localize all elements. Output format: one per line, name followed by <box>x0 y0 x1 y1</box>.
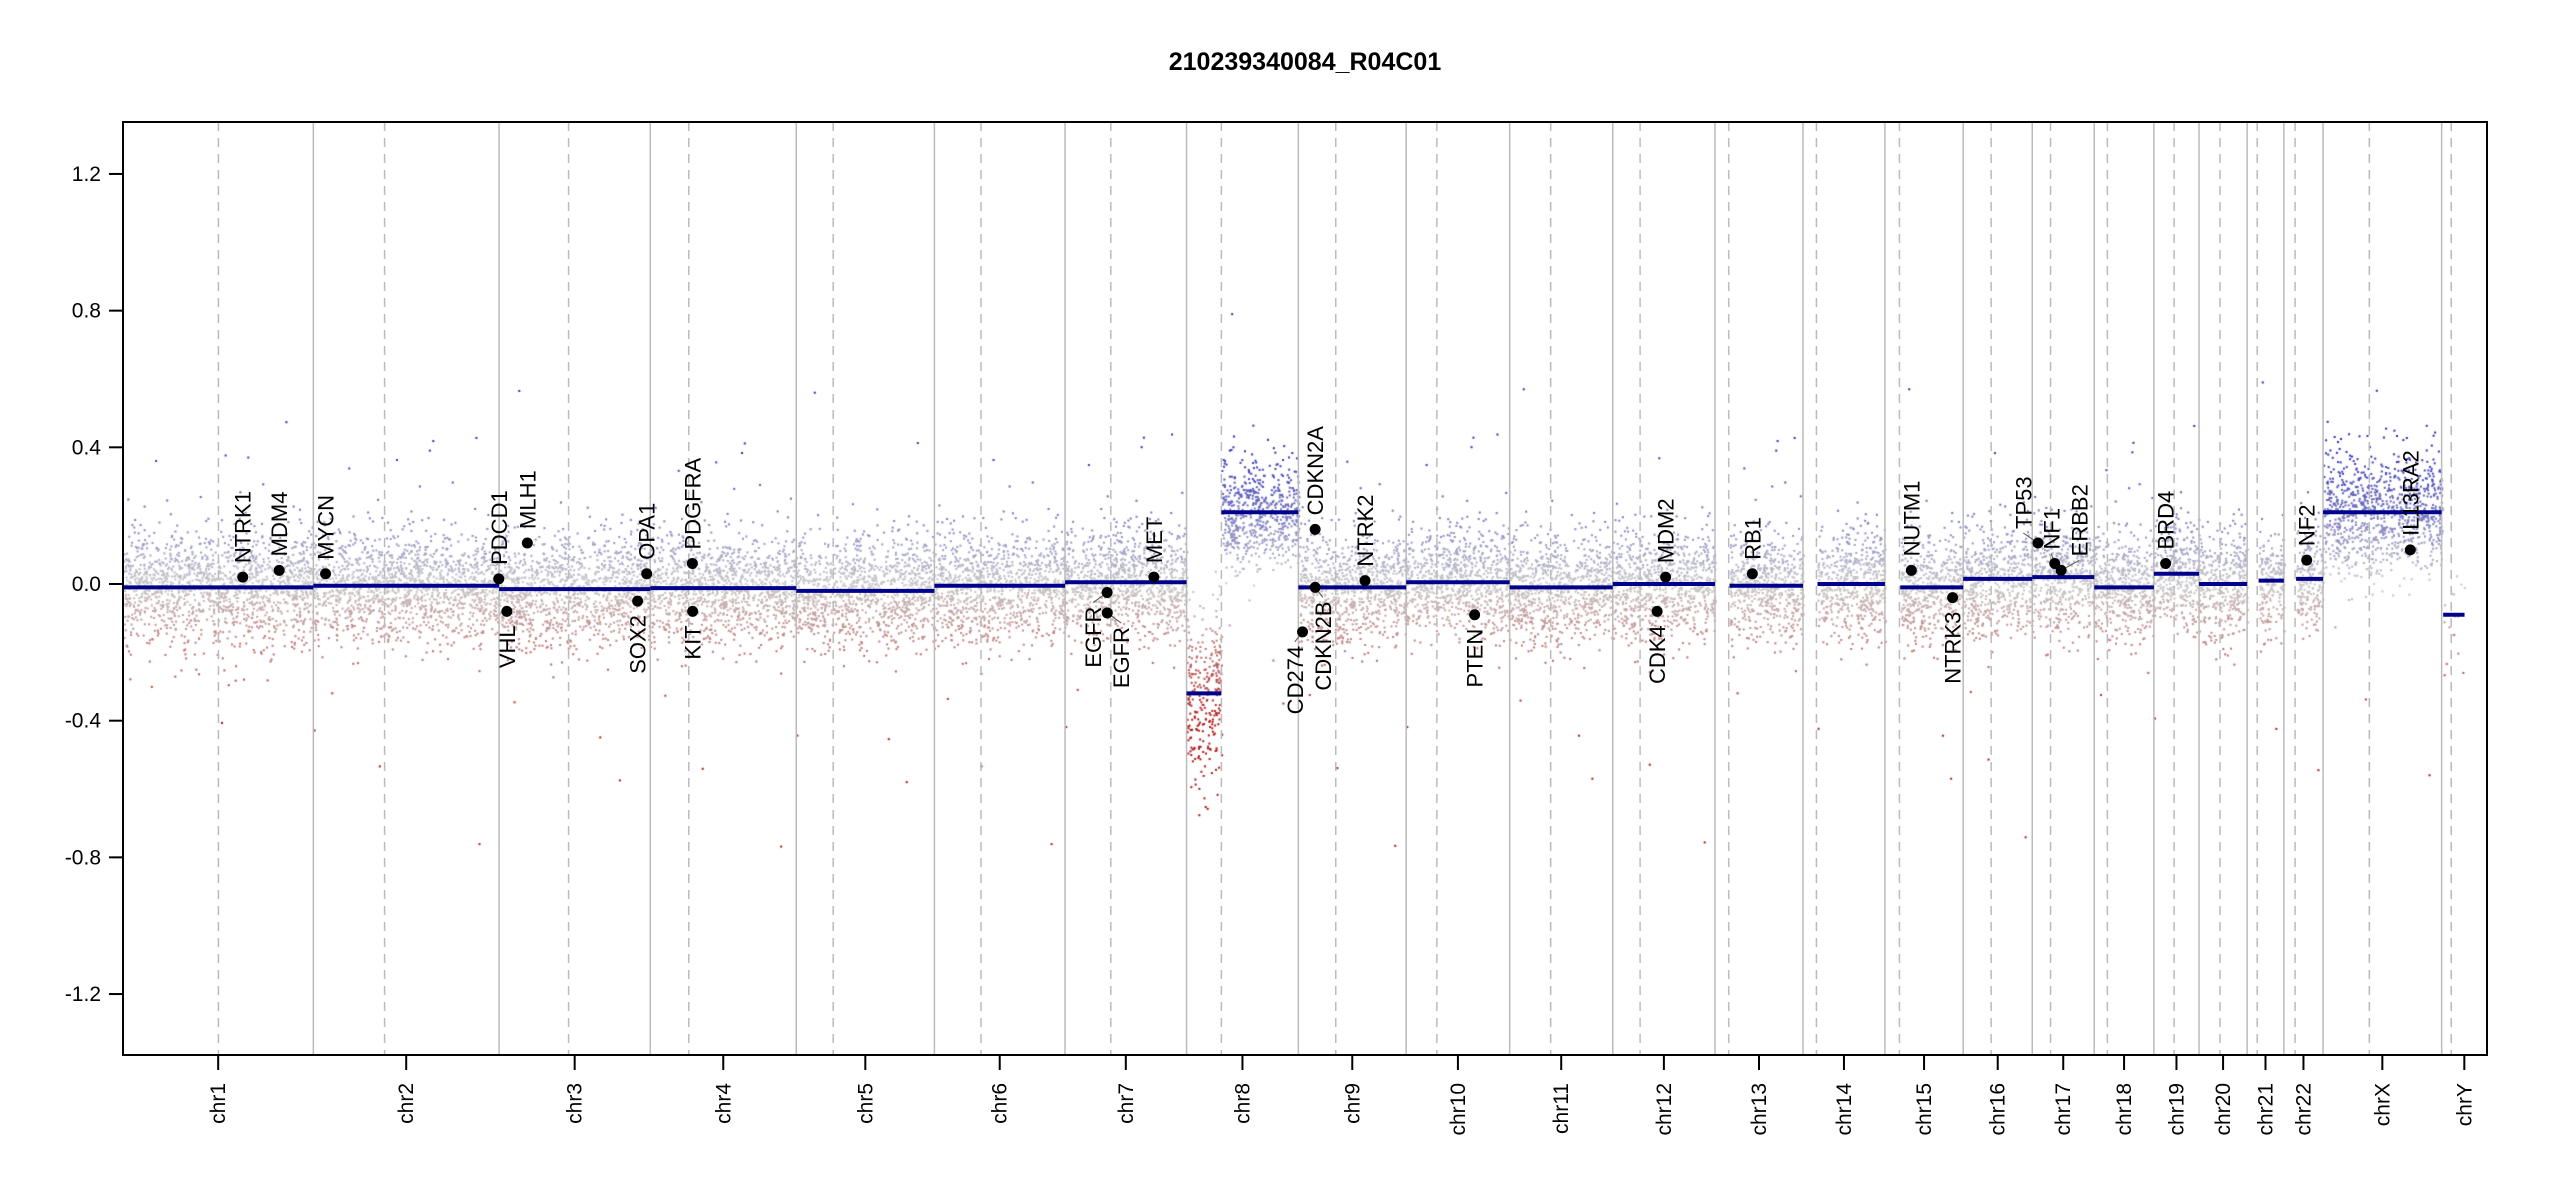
y-tick-label: -0.8 <box>65 846 101 869</box>
chart-title: 210239340084_R04C01 <box>1169 48 1442 76</box>
x-tick-label: chr6 <box>989 1083 1012 1124</box>
gene-label: EGFR <box>1109 627 1134 688</box>
gene-label: OPA1 <box>635 503 660 560</box>
y-tick-label: -1.2 <box>65 983 101 1006</box>
x-tick-label: chr8 <box>1231 1083 1254 1124</box>
gene-label: KIT <box>681 625 706 659</box>
gene-label: EGFR <box>1081 607 1106 668</box>
gene-point <box>1359 575 1371 587</box>
x-tick-label: chr13 <box>1748 1083 1771 1136</box>
x-axis: chr1 chr2 chr3 chr4 chr5 chr6 chr7 chr8 chr9 chr1… <box>123 1054 2487 1136</box>
x-tick-label: chr1 <box>207 1083 230 1124</box>
gene-label: CDK4 <box>1645 625 1670 684</box>
x-tick-label: chr18 <box>2113 1083 2136 1136</box>
gene-label: SOX2 <box>626 615 651 674</box>
gene-point <box>2055 564 2067 576</box>
gene-point <box>1101 587 1113 599</box>
x-tick-label: chr4 <box>712 1083 735 1124</box>
x-tick-label: chr19 <box>2165 1083 2188 1136</box>
segment-lines <box>123 510 2465 696</box>
gene-label: BRD4 <box>2154 491 2179 550</box>
gene-label: NF1 <box>2039 508 2064 550</box>
gene-label: NUTM1 <box>1899 481 1924 557</box>
x-tick-label: chr10 <box>1447 1083 1470 1136</box>
x-tick-label: chr7 <box>1115 1083 1138 1124</box>
gene-point <box>1651 605 1663 617</box>
gene-label: PDCD1 <box>487 490 512 565</box>
gene-point <box>2301 554 2313 566</box>
gene-point <box>632 595 644 607</box>
gene-point <box>237 571 249 583</box>
gene-label: MDM2 <box>1654 498 1679 563</box>
gene-label: NTRK1 <box>231 491 256 563</box>
gene-point <box>2032 537 2044 549</box>
gene-point <box>1947 592 1959 604</box>
y-tick-label: 0.4 <box>72 436 102 459</box>
x-tick-label: chr16 <box>1987 1083 2010 1136</box>
gene-point <box>1469 609 1481 621</box>
gene-point <box>1309 523 1321 535</box>
gene-label: IL13RA2 <box>2398 450 2423 536</box>
gene-point <box>493 573 505 585</box>
gene-label: NTRK3 <box>1941 612 1966 684</box>
x-tick-label: chr22 <box>2292 1083 2315 1136</box>
gene-point <box>641 568 653 580</box>
gene-label: PDGFRA <box>680 457 705 549</box>
x-tick-label: chr21 <box>2254 1083 2277 1136</box>
gene-point <box>1148 571 1160 583</box>
gene-point <box>521 537 533 549</box>
x-tick-label: chr9 <box>1341 1083 1364 1124</box>
gene-point <box>687 605 699 617</box>
gene-label: VHL <box>495 625 520 668</box>
gene-point <box>501 605 513 617</box>
y-tick-label: -0.4 <box>65 710 102 733</box>
x-tick-label: chr17 <box>2052 1083 2075 1136</box>
x-tick-label: chr15 <box>1913 1083 1936 1136</box>
gene-label: MLH1 <box>515 470 540 529</box>
gene-point <box>2404 544 2416 556</box>
gene-label: RB1 <box>1740 517 1765 560</box>
x-tick-label: chr2 <box>395 1083 418 1124</box>
gene-label: CDKN2B <box>1311 601 1336 690</box>
gene-point <box>1746 568 1758 580</box>
gene-annotations: NTRK1 MDM4 MYCN PDCD1 VHL MLH1 SOX2 OPA1 PDGFRA K… <box>231 426 2424 715</box>
gene-label: CDKN2A <box>1303 426 1328 516</box>
y-tick-label: 1.2 <box>72 163 101 186</box>
gene-point <box>1309 581 1321 593</box>
gene-label: MET <box>1142 517 1167 563</box>
gene-point <box>320 568 332 580</box>
x-tick-label: chr3 <box>564 1083 587 1124</box>
gene-label: MYCN <box>314 495 339 560</box>
x-tick-label: chr12 <box>1653 1083 1676 1136</box>
gene-point <box>1905 564 1917 576</box>
gene-point <box>1101 607 1113 619</box>
y-tick-label: 0.0 <box>72 573 101 596</box>
gene-label: TP53 <box>2011 476 2036 529</box>
gene-point <box>686 557 698 569</box>
gene-point <box>2160 557 2172 569</box>
gene-point <box>1297 626 1309 638</box>
gene-label: ERBB2 <box>2067 484 2092 556</box>
x-tick-label: chrX <box>2371 1083 2394 1126</box>
x-tick-label: chr20 <box>2212 1083 2235 1136</box>
gene-point <box>1660 571 1672 583</box>
gene-label: NTRK2 <box>1353 494 1378 566</box>
y-tick-label: 0.8 <box>72 300 101 323</box>
x-tick-label: chr14 <box>1833 1083 1856 1136</box>
gene-label: CD274 <box>1283 646 1308 714</box>
y-axis: 1.2 0.8 0.4 0.0 -0.4 -0.8 -1.2 <box>65 163 124 1006</box>
gene-label: PTEN <box>1463 629 1488 688</box>
gene-label: NF2 <box>2295 505 2320 547</box>
x-tick-label: chr11 <box>1550 1083 1573 1134</box>
x-tick-label: chr5 <box>854 1083 877 1124</box>
gene-label: MDM4 <box>267 492 292 557</box>
gene-point <box>273 564 285 576</box>
x-tick-label: chrY <box>2453 1083 2476 1126</box>
